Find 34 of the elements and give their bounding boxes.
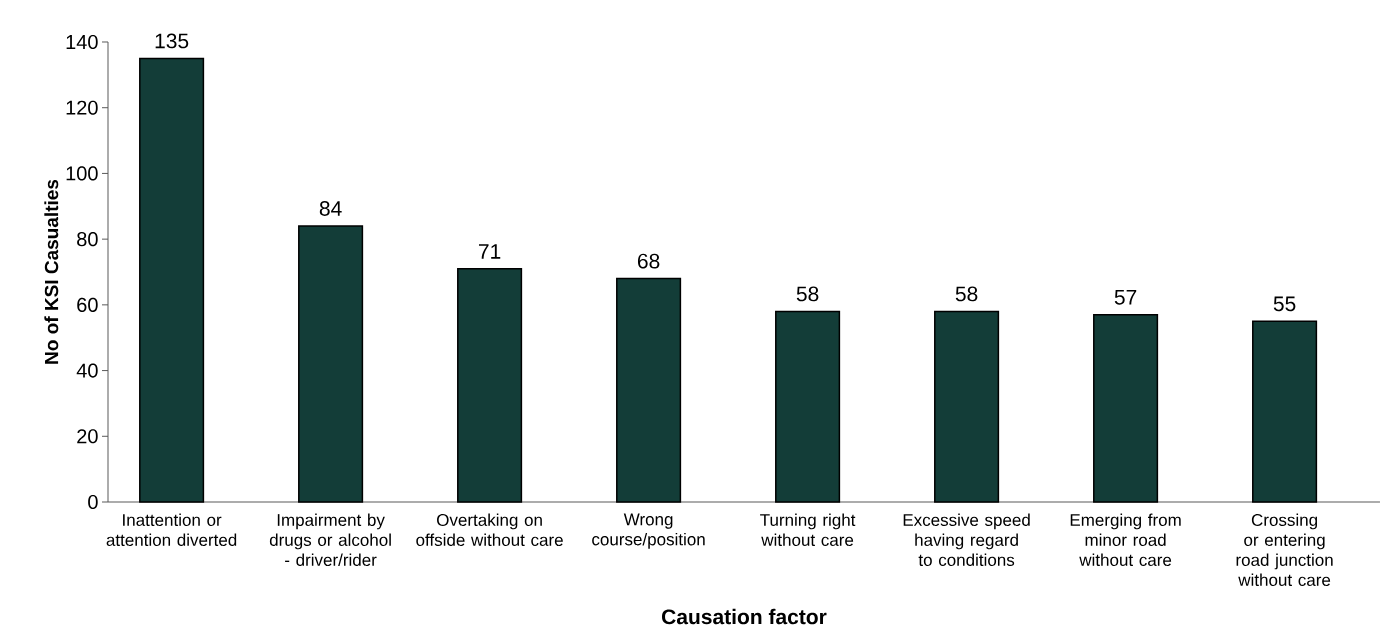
- bar: [298, 225, 364, 503]
- bar: [616, 277, 682, 503]
- x-tick-label: Overtaking on offside without care: [416, 513, 563, 547]
- bar: [1252, 320, 1318, 503]
- y-axis-title: No of KSI Casualties: [44, 179, 59, 364]
- y-tick-label: 120: [66, 100, 98, 115]
- y-tick-label: 60: [77, 297, 98, 312]
- data-label: 58: [796, 286, 819, 302]
- y-tick-label: 0: [88, 494, 98, 510]
- bar: [1093, 313, 1159, 503]
- y-tick-label: 80: [77, 232, 98, 247]
- x-tick-label: Inattention or attention diverted: [106, 513, 237, 547]
- bar: [934, 310, 1000, 503]
- data-label: 57: [1114, 289, 1137, 305]
- bar: [775, 310, 841, 503]
- x-tick-label: Wrong course/position: [592, 513, 705, 549]
- x-tick-label: Impairment by drugs or alcohol - driver/rider: [269, 513, 391, 567]
- data-label: 68: [637, 253, 660, 269]
- x-tick-label: Emerging from minor road without care: [1070, 513, 1181, 567]
- y-tick-label: 100: [66, 166, 98, 181]
- x-tick-label: Excessive speed having regard to conditions: [903, 513, 1030, 567]
- bar: [457, 267, 523, 503]
- x-tick-label: Turning right without care: [760, 513, 856, 547]
- bar: [139, 57, 205, 503]
- y-tick-label: 140: [66, 34, 98, 50]
- x-axis-title: Causation factor: [662, 608, 827, 625]
- y-tick-label: 40: [76, 363, 98, 378]
- data-label: 55: [1273, 296, 1296, 312]
- data-label: 71: [478, 244, 501, 259]
- data-label: 58: [955, 286, 978, 302]
- x-tick-label: Crossing or entering road junction without care: [1236, 513, 1333, 587]
- y-tick-label: 20: [77, 429, 98, 444]
- data-label: 135: [155, 33, 189, 49]
- data-label: 84: [319, 201, 342, 216]
